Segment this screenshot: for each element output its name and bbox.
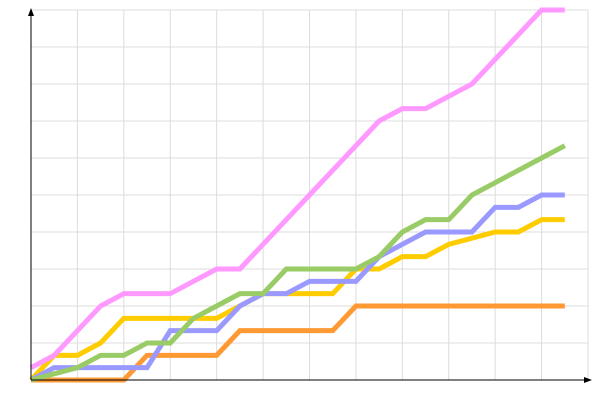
x-axis-arrow-icon — [584, 377, 592, 383]
series-line-2 — [29, 192, 565, 383]
series-lines — [29, 7, 566, 383]
axes — [28, 8, 592, 383]
series-line-0 — [29, 7, 565, 370]
y-axis-arrow-icon — [28, 8, 34, 16]
series-line-1 — [30, 143, 566, 383]
series-line-3 — [29, 217, 565, 382]
